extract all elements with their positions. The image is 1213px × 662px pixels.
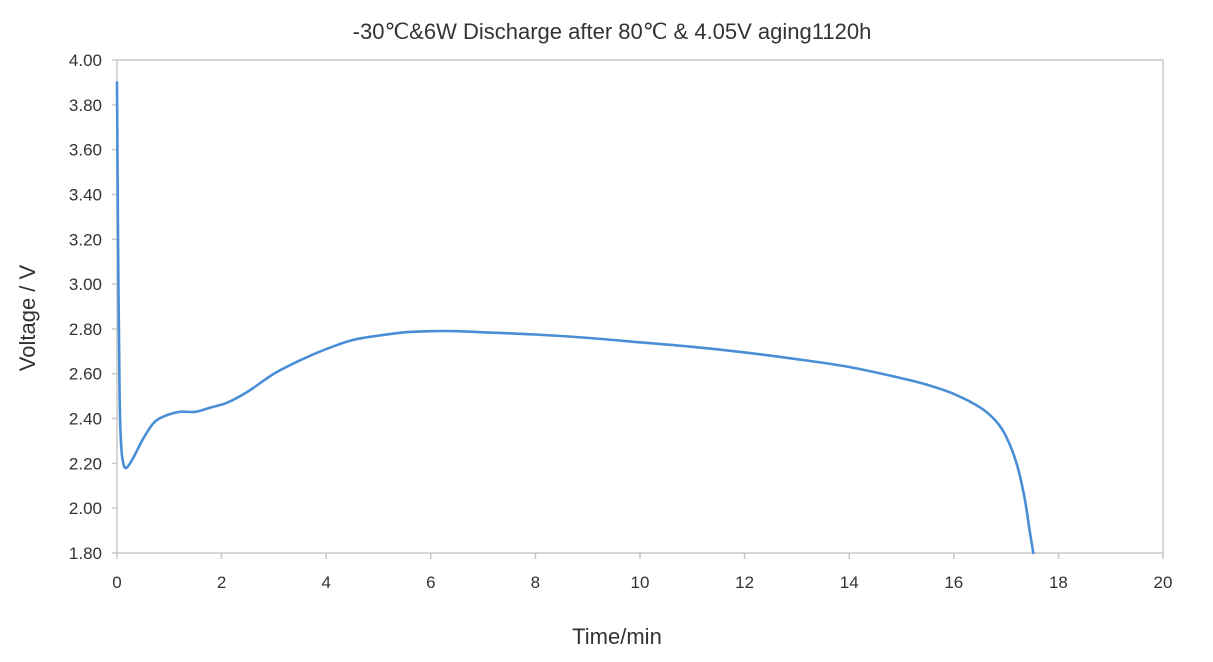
x-tick-label: 2	[217, 573, 226, 592]
y-tick-label: 1.80	[69, 544, 102, 563]
y-tick-label: 2.40	[69, 410, 102, 429]
y-tick-label: 2.60	[69, 365, 102, 384]
x-tick-label: 10	[631, 573, 650, 592]
series-layer	[115, 81, 1035, 555]
x-tick-label: 8	[531, 573, 540, 592]
y-tick-label: 2.00	[69, 499, 102, 518]
y-tick-label: 3.80	[69, 96, 102, 115]
x-axis: 0 2 4 6 8 10 12 14 16 18 20	[112, 553, 1172, 592]
chart-title: -30℃&6W Discharge after 80℃ & 4.05V agin…	[353, 19, 872, 44]
y-tick-label: 3.40	[69, 185, 102, 204]
y-tick-label: 2.20	[69, 454, 102, 473]
x-tick-label: 18	[1049, 573, 1068, 592]
x-tick-label: 16	[944, 573, 963, 592]
y-axis: 1.80 2.00 2.20 2.40 2.60 2.80 3.00 3.20 3.40 3.60…	[69, 51, 117, 563]
plot-area-frame	[116, 59, 1164, 554]
x-tick-label: 12	[735, 573, 754, 592]
y-axis-title: Voltage / V	[15, 264, 40, 371]
x-tick-label: 4	[321, 573, 330, 592]
y-tick-label: 2.80	[69, 320, 102, 339]
y-tick-label: 3.00	[69, 275, 102, 294]
series-line	[115, 81, 1035, 555]
y-tick-label: 4.00	[69, 51, 102, 70]
x-tick-label: 0	[112, 573, 121, 592]
x-tick-label: 6	[426, 573, 435, 592]
x-axis-title: Time/min	[572, 624, 662, 649]
y-tick-label: 3.20	[69, 230, 102, 249]
y-tick-label: 3.60	[69, 141, 102, 160]
x-tick-label: 20	[1154, 573, 1173, 592]
x-tick-label: 14	[840, 573, 859, 592]
